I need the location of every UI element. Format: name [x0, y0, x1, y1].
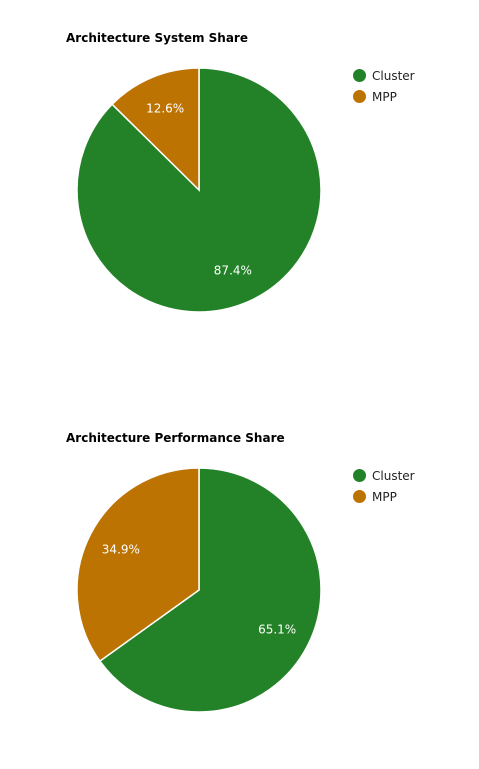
pie-slice-mpp[interactable] — [76, 467, 200, 663]
legend-label-mpp: MPP — [372, 489, 397, 504]
performance-share-pie: 65.1% 34.9% — [76, 467, 322, 713]
legend-label-cluster: Cluster — [372, 68, 415, 83]
chart-legend: Cluster MPP — [353, 65, 415, 107]
slice-label-mpp: 34.9% — [102, 542, 140, 556]
system-share-pie: 87.4% 12.6% — [76, 67, 322, 313]
chart-legend: Cluster MPP — [353, 465, 415, 507]
legend-label-mpp: MPP — [372, 89, 397, 104]
performance-share-chart: Architecture Performance Share 65.1% 34.9… — [0, 400, 479, 769]
pie-slice-mpp[interactable] — [111, 67, 200, 192]
legend-swatch-cluster — [353, 469, 366, 482]
legend-label-cluster: Cluster — [372, 468, 415, 483]
slice-label-mpp: 12.6% — [146, 101, 184, 115]
legend-swatch-mpp — [353, 490, 366, 503]
legend-swatch-cluster — [353, 69, 366, 82]
legend-item-cluster[interactable]: Cluster — [353, 465, 415, 486]
slice-label-cluster: 65.1% — [258, 623, 296, 637]
legend-item-mpp[interactable]: MPP — [353, 86, 415, 107]
legend-item-mpp[interactable]: MPP — [353, 486, 415, 507]
pie-slice-cluster[interactable] — [98, 467, 322, 713]
chart-title: Architecture Performance Share — [66, 431, 285, 445]
legend-swatch-mpp — [353, 90, 366, 103]
chart-title: Architecture System Share — [66, 31, 248, 45]
legend-item-cluster[interactable]: Cluster — [353, 65, 415, 86]
slice-label-cluster: 87.4% — [214, 264, 252, 278]
system-share-chart: Architecture System Share 87.4% 12.6% Clu… — [0, 0, 479, 369]
